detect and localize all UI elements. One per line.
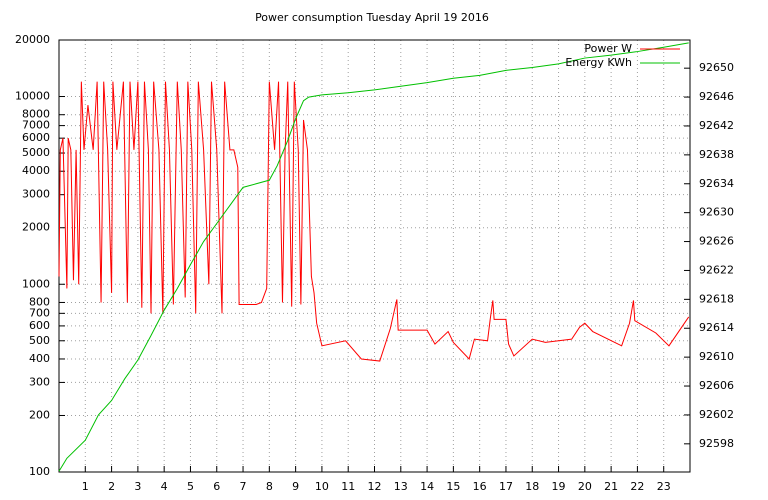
x-tick-label: 19	[552, 480, 566, 493]
x-tick-label: 22	[630, 480, 644, 493]
y-tick-label: 1000	[22, 277, 50, 290]
chart-title: Power consumption Tuesday April 19 2016	[255, 11, 489, 24]
x-tick-label: 1	[82, 480, 89, 493]
y-tick-label: 8000	[22, 108, 50, 121]
y-tick-label: 700	[29, 306, 50, 319]
y2-tick-label: 92630	[699, 206, 734, 219]
x-tick-label: 5	[187, 480, 194, 493]
y2-tick-label: 92610	[699, 350, 734, 363]
series-line	[58, 81, 690, 362]
x-tick-label: 21	[604, 480, 618, 493]
legend-label: Power W	[584, 42, 632, 55]
y-tick-label: 4000	[22, 164, 50, 177]
x-tick-label: 16	[473, 480, 487, 493]
y-tick-label: 100	[29, 465, 50, 478]
x-tick-label: 11	[341, 480, 355, 493]
y-tick-label: 5000	[22, 146, 50, 159]
y2-tick-label: 92622	[699, 263, 734, 276]
y2-tick-label: 92606	[699, 379, 734, 392]
y2-tick-label: 92618	[699, 292, 734, 305]
x-tick-label: 18	[525, 480, 539, 493]
y-tick-label: 800	[29, 295, 50, 308]
y-tick-label: 400	[29, 352, 50, 365]
x-tick-label: 6	[213, 480, 220, 493]
y-tick-label: 600	[29, 319, 50, 332]
x-tick-label: 10	[315, 480, 329, 493]
x-tick-label: 20	[578, 480, 592, 493]
x-tick-label: 15	[446, 480, 460, 493]
x-tick-label: 17	[499, 480, 513, 493]
y-tick-label: 7000	[22, 119, 50, 132]
y-tick-label: 500	[29, 334, 50, 347]
y2-tick-label: 92598	[699, 437, 734, 450]
y-tick-label: 3000	[22, 188, 50, 201]
y-tick-label: 10000	[15, 90, 50, 103]
y-tick-label: 20000	[15, 33, 50, 46]
y2-tick-label: 92614	[699, 321, 734, 334]
y-tick-label: 300	[29, 375, 50, 388]
x-tick-label: 23	[657, 480, 671, 493]
series-line	[58, 42, 689, 472]
y2-tick-label: 92626	[699, 235, 734, 248]
y2-tick-label: 92642	[699, 119, 734, 132]
y-tick-label: 200	[29, 408, 50, 421]
x-tick-label: 7	[240, 480, 247, 493]
x-tick-label: 3	[134, 480, 141, 493]
x-tick-label: 9	[292, 480, 299, 493]
x-tick-label: 4	[161, 480, 168, 493]
legend-label: Energy KWh	[565, 56, 632, 69]
y2-tick-label: 92602	[699, 408, 734, 421]
y2-tick-label: 92638	[699, 148, 734, 161]
x-tick-label: 8	[266, 480, 273, 493]
x-tick-label: 14	[420, 480, 434, 493]
y-tick-label: 6000	[22, 131, 50, 144]
x-tick-label: 2	[108, 480, 115, 493]
x-tick-label: 12	[368, 480, 382, 493]
y2-tick-label: 92634	[699, 177, 734, 190]
y2-tick-label: 92646	[699, 90, 734, 103]
y2-tick-label: 92650	[699, 61, 734, 74]
y-tick-label: 2000	[22, 221, 50, 234]
x-tick-label: 13	[394, 480, 408, 493]
